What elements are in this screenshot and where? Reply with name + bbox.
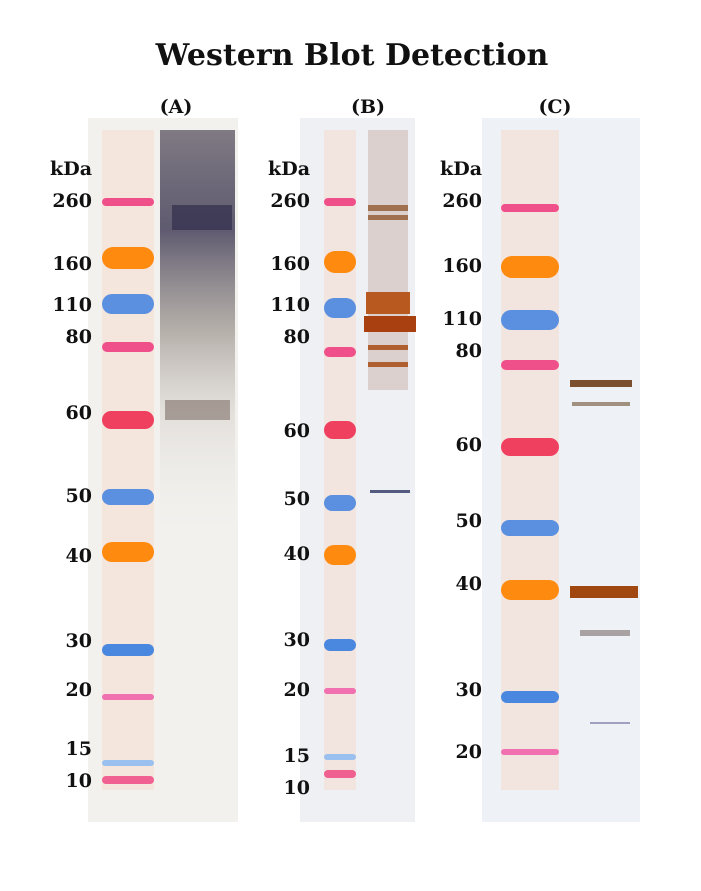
marker-label: 20 (284, 679, 310, 701)
sample-band (570, 586, 638, 598)
marker-label: 15 (284, 745, 310, 767)
sample-band (364, 316, 416, 332)
sample-smear (160, 130, 235, 530)
sample-band (366, 292, 410, 314)
ladder-band (324, 251, 356, 273)
ladder-band (501, 360, 559, 370)
marker-label: 20 (456, 741, 482, 763)
ladder-band (324, 495, 356, 511)
ladder-band (324, 545, 356, 565)
ladder-lane (501, 130, 559, 790)
marker-label: 60 (66, 402, 92, 424)
panel-label: (C) (538, 96, 571, 118)
marker-label: 110 (442, 308, 482, 330)
sample-band (172, 205, 232, 230)
figure-title: Western Blot Detection (155, 38, 549, 73)
unit-label: kDa (50, 158, 92, 180)
marker-label: 260 (52, 190, 92, 212)
ladder-band (501, 520, 559, 536)
ladder-band (501, 580, 559, 600)
ladder-band (501, 691, 559, 703)
ladder-band (324, 639, 356, 651)
ladder-band (102, 776, 154, 784)
ladder-band (501, 204, 559, 212)
ladder-lane (102, 130, 154, 790)
marker-label: 80 (284, 326, 310, 348)
ladder-band (501, 438, 559, 456)
marker-label: 50 (456, 510, 482, 532)
ladder-band (102, 247, 154, 269)
marker-label: 40 (284, 543, 310, 565)
ladder-band (102, 294, 154, 314)
ladder-band (501, 256, 559, 278)
ladder-lane (324, 130, 356, 790)
sample-band (368, 362, 408, 367)
sample-band (570, 380, 632, 387)
ladder-band (102, 644, 154, 656)
marker-label: 160 (52, 253, 92, 275)
marker-label: 40 (456, 573, 482, 595)
ladder-band (324, 421, 356, 439)
marker-label: 260 (270, 190, 310, 212)
ladder-band (324, 754, 356, 760)
sample-smear (368, 130, 408, 390)
marker-label: 80 (66, 326, 92, 348)
unit-label: kDa (440, 158, 482, 180)
marker-label: 10 (284, 777, 310, 799)
sample-band (368, 345, 408, 350)
unit-label: kDa (268, 158, 310, 180)
sample-band (580, 630, 630, 636)
marker-label: 30 (284, 629, 310, 651)
marker-label: 50 (284, 488, 310, 510)
marker-label: 30 (66, 630, 92, 652)
ladder-band (324, 198, 356, 206)
ladder-band (102, 760, 154, 766)
ladder-band (324, 298, 356, 318)
marker-label: 160 (270, 253, 310, 275)
marker-label: 60 (284, 420, 310, 442)
ladder-band (102, 198, 154, 206)
marker-label: 110 (52, 294, 92, 316)
gel (482, 118, 640, 822)
marker-label: 50 (66, 485, 92, 507)
marker-label: 80 (456, 340, 482, 362)
ladder-band (102, 542, 154, 562)
sample-band (165, 400, 230, 420)
ladder-band (501, 749, 559, 755)
ladder-band (501, 310, 559, 330)
sample-band (572, 402, 630, 406)
sample-band (368, 205, 408, 211)
ladder-band (324, 770, 356, 778)
ladder-band (102, 489, 154, 505)
marker-label: 260 (442, 190, 482, 212)
marker-label: 10 (66, 770, 92, 792)
panel-label: (B) (351, 96, 385, 118)
marker-label: 60 (456, 434, 482, 456)
sample-band (370, 490, 410, 493)
ladder-band (102, 342, 154, 352)
marker-label: 30 (456, 679, 482, 701)
marker-label: 160 (442, 255, 482, 277)
panel-label: (A) (160, 96, 193, 118)
ladder-band (324, 688, 356, 694)
ladder-band (102, 411, 154, 429)
sample-band (590, 722, 630, 724)
marker-label: 15 (66, 738, 92, 760)
marker-label: 40 (66, 545, 92, 567)
marker-label: 110 (270, 294, 310, 316)
marker-label: 20 (66, 679, 92, 701)
ladder-band (324, 347, 356, 357)
sample-band (368, 215, 408, 220)
ladder-band (102, 694, 154, 700)
